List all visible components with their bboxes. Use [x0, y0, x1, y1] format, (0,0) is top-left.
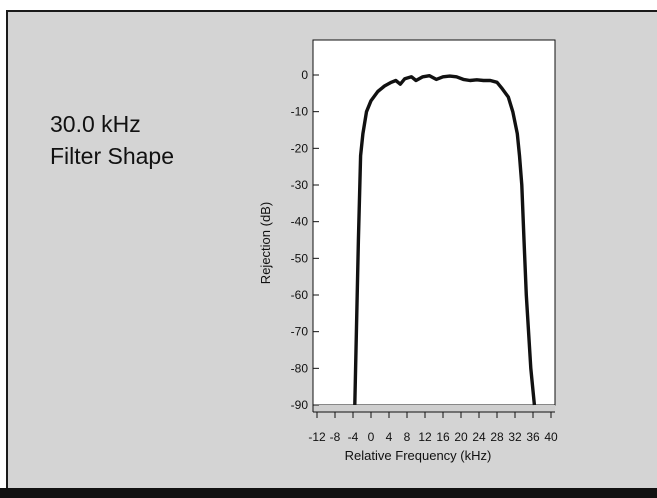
page-margin: [0, 0, 6, 488]
x-tick-label: 20: [454, 430, 468, 444]
x-tick-label: 40: [544, 430, 558, 444]
title-line-2: Filter Shape: [50, 143, 175, 169]
plot-bottom-band: [313, 405, 555, 412]
plot-area: [312, 39, 556, 406]
x-tick-label: 4: [386, 430, 393, 444]
x-tick-label: 24: [472, 430, 486, 444]
y-tick-label: -30: [291, 178, 309, 192]
y-tick-label: -90: [291, 398, 309, 412]
series-line: [353, 74, 537, 406]
y-tick-label: -60: [291, 288, 309, 302]
x-tick-label: -4: [348, 430, 359, 444]
y-tick-label: -40: [291, 215, 309, 229]
x-tick-label: 16: [436, 430, 450, 444]
x-axis-title: Relative Frequency (kHz): [345, 448, 492, 463]
x-tick-label: 8: [404, 430, 411, 444]
x-tick-label: 12: [418, 430, 432, 444]
x-tick-label: 32: [508, 430, 522, 444]
bottom-bar: [0, 488, 657, 498]
y-tick-label: -10: [291, 105, 309, 119]
x-tick-label: -12: [308, 430, 326, 444]
y-ticks: 0 -10 -20 -30 -40 -50 -60 -70 -80 -90: [291, 68, 319, 412]
x-tick-label: 0: [368, 430, 375, 444]
y-tick-label: -50: [291, 251, 309, 265]
y-tick-label: 0: [301, 68, 308, 82]
x-ticks: -12 -8 -4 0 4 8 12 16 20 24 28 32 36 40: [308, 412, 558, 444]
title-line-1: 30.0 kHz: [50, 111, 141, 137]
y-tick-label: -70: [291, 325, 309, 339]
y-tick-label: -80: [291, 361, 309, 375]
x-tick-label: -8: [330, 430, 341, 444]
x-tick-label: 28: [490, 430, 504, 444]
x-tick-label: 36: [526, 430, 540, 444]
figure-title: 30.0 kHz Filter Shape: [50, 108, 174, 172]
y-axis-title: Rejection (dB): [258, 202, 273, 284]
y-tick-label: -20: [291, 141, 309, 155]
